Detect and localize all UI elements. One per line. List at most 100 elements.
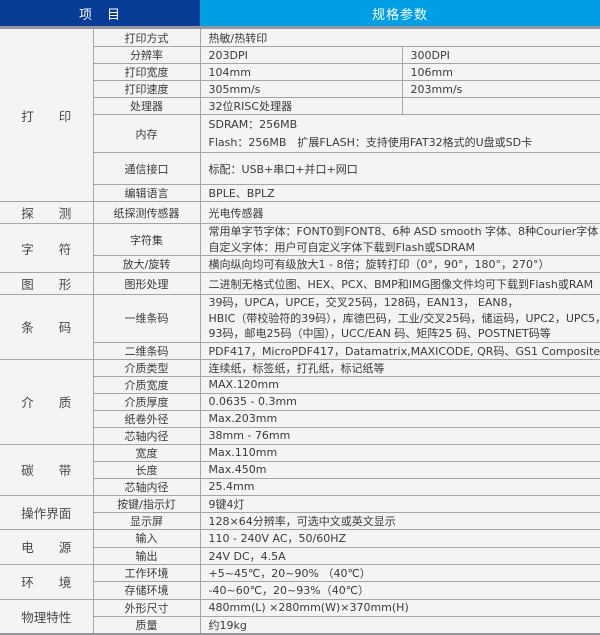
spec-value-line: 自定义字体：用户可自定义字体下载到Flash或SDRAM bbox=[208, 240, 476, 254]
category-physical: 物理特性 bbox=[0, 598, 94, 634]
spec-value: 39码，UPCA，UPCE，交叉25码，128码，EAN13， EAN8， HB… bbox=[199, 294, 600, 343]
spec-row: 物理特性 外形尺寸 480mm(L) ×280mm(W)×370mm(H) bbox=[0, 598, 600, 634]
spec-item: 处理器 bbox=[92, 97, 201, 115]
group-ribbon: 碳 带 宽度 Max.110mm 长度 Max.450m 芯轴内径 25.4mm bbox=[0, 443, 600, 496]
spec-value: 38mm - 76mm bbox=[199, 426, 600, 445]
spec-item: 芯轴内径 bbox=[92, 477, 201, 496]
spec-row: 显示屏 128×64分辨率，可选中文或英文显示 bbox=[0, 511, 600, 530]
spec-row: 打印宽度 104mm 106mm bbox=[0, 63, 600, 81]
spec-row: 打 印 打印方式 热敏/热转印 bbox=[0, 27, 600, 202]
spec-row: 介 质 介质类型 连续纸，标签纸，打孔纸，标记纸等 bbox=[0, 358, 600, 445]
spec-row: 探 测 纸探测传感器 光电传感器 bbox=[0, 201, 600, 224]
spec-item: 长度 bbox=[92, 460, 201, 479]
group-graphics: 图 形 图形处理 二进制无格式位图、HEX、PCX、BMP和IMG图像文件均可下… bbox=[0, 272, 600, 295]
spec-value: Max.203mm bbox=[199, 409, 600, 428]
spec-item: 编辑语言 bbox=[92, 184, 201, 202]
spec-value: 常用单字节字体：FONT0到FONT8、6种 ASD smooth 字体、8种C… bbox=[199, 223, 600, 256]
spec-value: Max.110mm bbox=[199, 443, 600, 462]
spec-item: 打印速度 bbox=[92, 80, 201, 98]
spec-value: -40~60℃，20~93%（40℃） bbox=[199, 580, 600, 600]
category-character: 字 符 bbox=[0, 223, 94, 273]
spec-value: 约19kg bbox=[199, 615, 600, 634]
spec-item: 分辨率 bbox=[92, 46, 201, 64]
spec-item: 存储环境 bbox=[92, 580, 201, 600]
spec-value-alt: 106mm bbox=[401, 63, 600, 81]
spec-value: 二进制无格式位图、HEX、PCX、BMP和IMG图像文件均可下载到Flash或R… bbox=[199, 272, 600, 295]
spec-value: Max.450m bbox=[199, 460, 600, 479]
spec-value-line: 39码，UPCA，UPCE，交叉25码，128码，EAN13， EAN8， bbox=[208, 296, 519, 309]
spec-item: 外形尺寸 bbox=[92, 598, 201, 617]
spec-item: 工作环境 bbox=[92, 563, 201, 582]
spec-item: 介质宽度 bbox=[92, 375, 201, 394]
spec-item: 打印方式 bbox=[92, 27, 201, 47]
spec-value: 305mm/s bbox=[199, 80, 403, 98]
spec-value: 24V DC，4.5A bbox=[199, 546, 600, 565]
spec-value: 110 - 240V AC，50/60HZ bbox=[199, 528, 600, 548]
category-print: 打 印 bbox=[0, 27, 94, 202]
spec-value: 0.0635 - 0.3mm bbox=[199, 392, 600, 411]
spec-row: 打印速度 305mm/s 203mm/s bbox=[0, 80, 600, 98]
category-detection: 探 测 bbox=[0, 201, 94, 224]
spec-row: 内存 SDRAM：256MB Flash：256MB 扩展FLASH：支持使用F… bbox=[0, 114, 600, 153]
spec-item: 按键/指示灯 bbox=[92, 494, 201, 513]
spec-value-line: HBIC（带校验符的39码），库德巴码，工业/交叉25码，储运码，UPC2，UP… bbox=[208, 311, 600, 325]
spec-row: 碳 带 宽度 Max.110mm bbox=[0, 443, 600, 496]
spec-item: 介质厚度 bbox=[92, 392, 201, 411]
spec-row: 操作界面 按键/指示灯 9键4灯 bbox=[0, 494, 600, 530]
category-ribbon: 碳 带 bbox=[0, 443, 94, 496]
spec-value-line: SDRAM：256MB bbox=[208, 117, 298, 131]
spec-item: 纸卷外径 bbox=[92, 409, 201, 428]
spec-item: 输入 bbox=[92, 528, 201, 548]
header-row: 项 目 规格参数 bbox=[0, 0, 600, 28]
spec-value: SDRAM：256MB Flash：256MB 扩展FLASH：支持使用FAT3… bbox=[199, 114, 600, 153]
spec-row: 字 符 字符集 常用单字节字体：FONT0到FONT8、6种 ASD smoot… bbox=[0, 223, 600, 273]
spec-value-line: 93码，邮电25码（中国），UCC/EAN 码、矩阵25 码、POSTNET码等 bbox=[208, 327, 551, 340]
category-power: 电 源 bbox=[0, 528, 94, 565]
spec-row: 条 码 一维条码 39码，UPCA，UPCE，交叉25码，128码，EAN13，… bbox=[0, 294, 600, 360]
spec-value: MAX.120mm bbox=[199, 375, 600, 394]
spec-item: 质量 bbox=[92, 615, 201, 634]
spec-item: 图形处理 bbox=[92, 272, 201, 295]
spec-item: 宽度 bbox=[92, 443, 201, 462]
spec-item: 输出 bbox=[92, 546, 201, 565]
spec-value: 104mm bbox=[199, 63, 403, 81]
spec-item: 一维条码 bbox=[92, 294, 201, 343]
spec-value: BPLE、BPLZ bbox=[199, 184, 600, 202]
spec-value: 128×64分辨率，可选中文或英文显示 bbox=[199, 511, 600, 530]
spec-value: 横向纵向均可有级放大1 - 8倍；旋转打印（0°，90°，180°，270°） bbox=[199, 255, 600, 273]
spec-value: 标配：USB+串口+并口+网口 bbox=[199, 152, 600, 185]
spec-value-alt bbox=[401, 97, 600, 115]
spec-item: 通信接口 bbox=[92, 152, 201, 185]
group-power: 电 源 输入 110 - 240V AC，50/60HZ 输出 24V DC，4… bbox=[0, 528, 600, 565]
spec-row: 芯轴内径 25.4mm bbox=[0, 477, 600, 496]
group-print: 打 印 打印方式 热敏/热转印 分辨率 203DPI 300DPI 打印宽度 1… bbox=[0, 27, 600, 202]
spec-row: 纸卷外径 Max.203mm bbox=[0, 409, 600, 428]
spec-item: 介质类型 bbox=[92, 358, 201, 377]
spec-row: 通信接口 标配：USB+串口+并口+网口 bbox=[0, 152, 600, 185]
category-barcode: 条 码 bbox=[0, 294, 94, 360]
group-environment: 环 境 工作环境 +5~45℃，20~90% （40℃） 存储环境 -40~60… bbox=[0, 563, 600, 600]
spec-row: 二维条码 PDF417，MicroPDF417，Datamatrix,MAXIC… bbox=[0, 341, 600, 360]
spec-item: 芯轴内径 bbox=[92, 426, 201, 445]
group-detection: 探 测 纸探测传感器 光电传感器 bbox=[0, 201, 600, 224]
spec-value: 连续纸，标签纸，打孔纸，标记纸等 bbox=[199, 358, 600, 377]
spec-value: 480mm(L) ×280mm(W)×370mm(H) bbox=[199, 598, 600, 617]
spec-item: 放大/旋转 bbox=[92, 255, 201, 273]
header-spec-label: 规格参数 bbox=[200, 0, 600, 28]
header-item-label: 项 目 bbox=[0, 0, 201, 28]
spec-row: 电 源 输入 110 - 240V AC，50/60HZ bbox=[0, 528, 600, 565]
spec-row: 介质宽度 MAX.120mm bbox=[0, 375, 600, 394]
spec-value-alt: 203mm/s bbox=[401, 80, 600, 98]
category-environment: 环 境 bbox=[0, 563, 94, 600]
spec-value-alt: 300DPI bbox=[401, 46, 600, 64]
category-media: 介 质 bbox=[0, 358, 94, 445]
spec-value: +5~45℃，20~90% （40℃） bbox=[199, 563, 600, 582]
spec-item: 内存 bbox=[92, 114, 201, 153]
spec-value: 203DPI bbox=[199, 46, 403, 64]
spec-value: 热敏/热转印 bbox=[199, 27, 600, 47]
category-graphics: 图 形 bbox=[0, 272, 94, 295]
spec-value: 光电传感器 bbox=[199, 201, 600, 224]
spec-row: 处理器 32位RISC处理器 bbox=[0, 97, 600, 115]
group-character: 字 符 字符集 常用单字节字体：FONT0到FONT8、6种 ASD smoot… bbox=[0, 223, 600, 273]
